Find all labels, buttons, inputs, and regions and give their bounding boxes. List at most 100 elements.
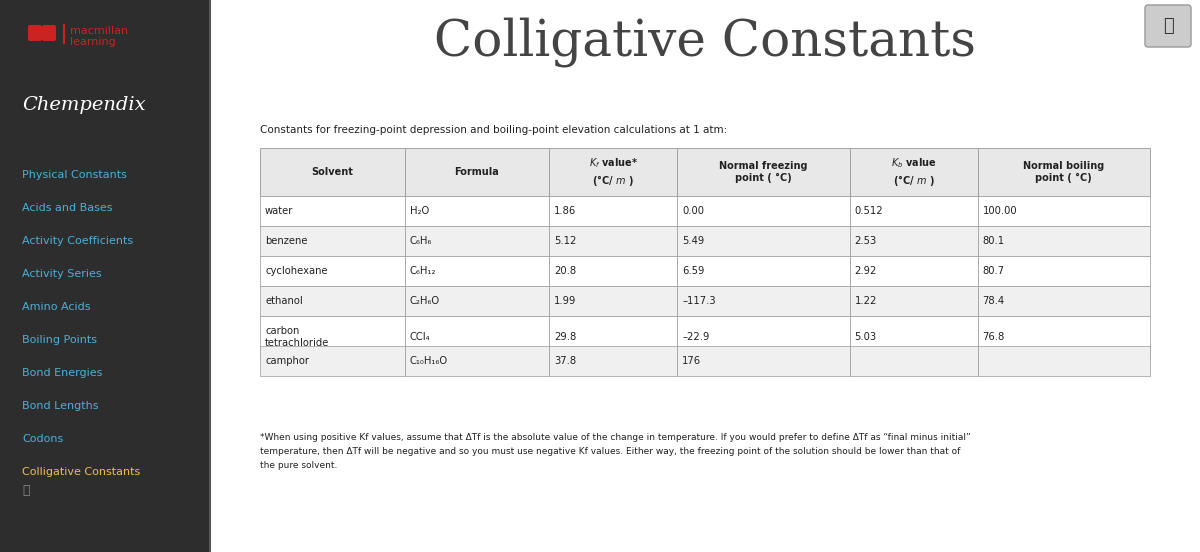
Bar: [978, 226, 1150, 256]
Text: learning: learning: [70, 37, 115, 47]
Bar: [404, 346, 550, 376]
Bar: [850, 148, 978, 196]
Text: macmillan: macmillan: [70, 26, 128, 36]
Text: 80.7: 80.7: [983, 266, 1004, 276]
Bar: [260, 256, 404, 286]
FancyBboxPatch shape: [28, 25, 42, 41]
Text: C₁₀H₁₆O: C₁₀H₁₆O: [409, 356, 448, 366]
Bar: [260, 148, 404, 196]
Text: Formula: Formula: [455, 167, 499, 177]
Text: benzene: benzene: [265, 236, 307, 246]
Text: 78.4: 78.4: [983, 296, 1004, 306]
Bar: [404, 286, 550, 316]
Text: ethanol: ethanol: [265, 296, 302, 306]
Text: 🔍: 🔍: [1163, 17, 1174, 35]
Text: Codons: Codons: [22, 434, 64, 444]
Bar: [550, 316, 677, 358]
Text: 5.03: 5.03: [854, 332, 877, 342]
Bar: [978, 196, 1150, 226]
Bar: [260, 286, 404, 316]
Bar: [850, 196, 978, 226]
Bar: [677, 148, 850, 196]
Text: $K_b$ value
(°C/ $m$ ): $K_b$ value (°C/ $m$ ): [890, 157, 936, 188]
Text: 1.22: 1.22: [854, 296, 877, 306]
Bar: [404, 256, 550, 286]
Text: 0.512: 0.512: [854, 206, 883, 216]
Bar: [260, 196, 404, 226]
Text: 1.99: 1.99: [554, 296, 577, 306]
Bar: [260, 226, 404, 256]
Bar: [677, 256, 850, 286]
Text: CCl₄: CCl₄: [409, 332, 431, 342]
Bar: [677, 196, 850, 226]
Bar: [978, 316, 1150, 358]
Bar: [404, 226, 550, 256]
Text: 6.59: 6.59: [682, 266, 704, 276]
Text: ⓘ: ⓘ: [22, 484, 30, 496]
Bar: [850, 346, 978, 376]
Text: Bond Energies: Bond Energies: [22, 368, 102, 378]
Text: 2.53: 2.53: [854, 236, 877, 246]
Text: Physical Constants: Physical Constants: [22, 170, 127, 180]
Bar: [260, 316, 404, 358]
Bar: [404, 148, 550, 196]
Text: *When using positive Kf values, assume that ΔTf is the absolute value of the cha: *When using positive Kf values, assume t…: [260, 433, 971, 442]
Bar: [677, 226, 850, 256]
Text: Normal boiling
point ( °C): Normal boiling point ( °C): [1024, 161, 1104, 183]
Bar: [550, 148, 677, 196]
Text: 1.86: 1.86: [554, 206, 576, 216]
Text: Amino Acids: Amino Acids: [22, 302, 90, 312]
Text: 176: 176: [682, 356, 701, 366]
Bar: [978, 148, 1150, 196]
Text: Constants for freezing-point depression and boiling-point elevation calculations: Constants for freezing-point depression …: [260, 125, 727, 135]
Text: carbon
tetrachloride: carbon tetrachloride: [265, 326, 329, 348]
Text: –117.3: –117.3: [682, 296, 716, 306]
Bar: [404, 316, 550, 358]
Bar: [550, 226, 677, 256]
Bar: [404, 196, 550, 226]
Bar: [978, 256, 1150, 286]
Text: 0.00: 0.00: [682, 206, 704, 216]
Text: water: water: [265, 206, 293, 216]
Bar: [978, 286, 1150, 316]
Text: the pure solvent.: the pure solvent.: [260, 461, 337, 470]
Text: 100.00: 100.00: [983, 206, 1018, 216]
Bar: [550, 286, 677, 316]
Bar: [550, 346, 677, 376]
Bar: [260, 346, 404, 376]
Bar: [550, 256, 677, 286]
Text: C₂H₆O: C₂H₆O: [409, 296, 439, 306]
Bar: [0, 0, 210, 552]
Text: Boiling Points: Boiling Points: [22, 335, 97, 345]
Text: camphor: camphor: [265, 356, 310, 366]
Bar: [850, 256, 978, 286]
Text: Colligative Constants: Colligative Constants: [22, 467, 140, 477]
Text: Normal freezing
point ( °C): Normal freezing point ( °C): [719, 161, 808, 183]
Text: C₆H₆: C₆H₆: [409, 236, 432, 246]
Bar: [978, 346, 1150, 376]
Text: temperature, then ΔTf will be negative and so you must use negative Kf values. E: temperature, then ΔTf will be negative a…: [260, 447, 960, 456]
Bar: [850, 316, 978, 358]
Bar: [550, 196, 677, 226]
Text: Solvent: Solvent: [311, 167, 353, 177]
Text: 29.8: 29.8: [554, 332, 576, 342]
Text: Activity Coefficients: Activity Coefficients: [22, 236, 133, 246]
Text: 2.92: 2.92: [854, 266, 877, 276]
Text: $K_f$ value*
(°C/ $m$ ): $K_f$ value* (°C/ $m$ ): [589, 157, 637, 188]
Bar: [677, 346, 850, 376]
Text: C₆H₁₂: C₆H₁₂: [409, 266, 436, 276]
Text: Chempendix: Chempendix: [22, 96, 145, 114]
Text: H₂O: H₂O: [409, 206, 428, 216]
Text: 20.8: 20.8: [554, 266, 576, 276]
Bar: [677, 286, 850, 316]
Bar: [850, 226, 978, 256]
Text: –22.9: –22.9: [682, 332, 709, 342]
Text: cyclohexane: cyclohexane: [265, 266, 328, 276]
Bar: [850, 286, 978, 316]
Text: 80.1: 80.1: [983, 236, 1004, 246]
Bar: [677, 316, 850, 358]
Text: 37.8: 37.8: [554, 356, 576, 366]
Text: Activity Series: Activity Series: [22, 269, 102, 279]
Text: Acids and Bases: Acids and Bases: [22, 203, 113, 213]
Text: Colligative Constants: Colligative Constants: [434, 17, 976, 67]
